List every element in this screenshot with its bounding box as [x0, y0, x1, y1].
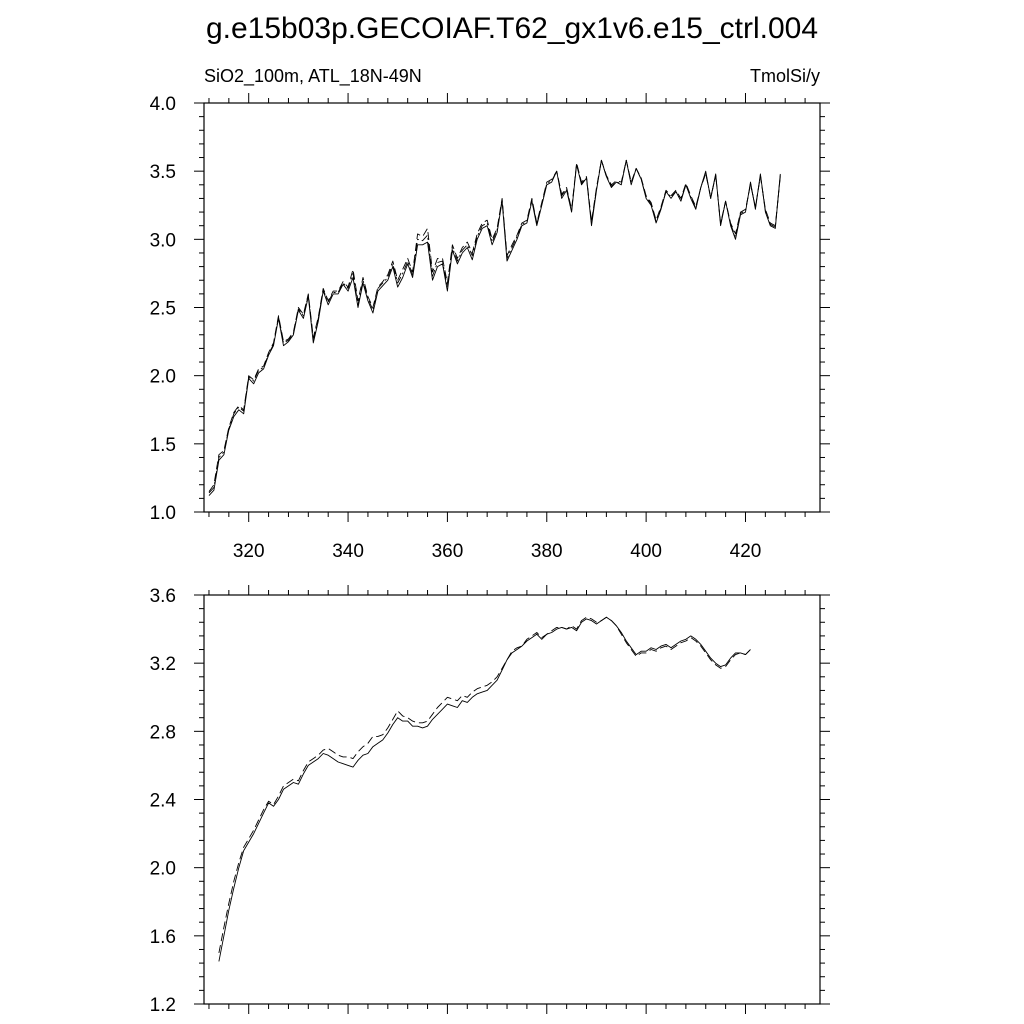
x-tick-label: 340	[332, 541, 364, 562]
y-tick-label: 3.6	[150, 586, 176, 607]
y-tick-label: 2.0	[150, 367, 176, 388]
y-tick-label: 2.8	[150, 722, 176, 743]
plot-frame	[203, 102, 821, 513]
variable-region-label: SiO2_100m, ATL_18N-49N	[204, 66, 422, 87]
figure-title: g.e15b03p.GECOIAF.T62_gx1v6.e15_ctrl.004	[206, 12, 818, 45]
x-tick-label: 400	[630, 541, 662, 562]
plot-frame	[203, 594, 821, 1005]
units-label: TmolSi/y	[750, 66, 820, 86]
y-tick-label: 3.0	[150, 230, 176, 251]
series-line-dashdot	[208, 159, 781, 494]
y-tick-label: 1.0	[150, 503, 176, 524]
y-tick-label: 1.5	[150, 435, 176, 456]
y-tick-label: 2.0	[150, 859, 176, 880]
y-tick-label: 3.5	[150, 162, 176, 183]
bottom-panel: 1.2 1.6 2.0 2.4 2.8 3.2 3.6	[150, 585, 830, 1016]
y-tick-label: 1.2	[150, 995, 176, 1016]
y-tick-label: 2.5	[150, 299, 176, 320]
y-tick-label: 2.4	[150, 791, 177, 812]
top-panel: 320 340 360 380 400 420 1.0 1.5 2.0 2.5 3.0 3.5 4.0	[150, 93, 830, 562]
x-tick-label: 420	[730, 541, 762, 562]
x-tick-label: 360	[432, 541, 464, 562]
y-tick-label: 3.2	[150, 654, 176, 675]
y-tick-label: 1.6	[150, 927, 176, 948]
x-tick-label: 320	[233, 541, 265, 562]
series-line-dashed	[218, 616, 751, 953]
x-tick-label: 380	[531, 541, 563, 562]
y-tick-label: 4.0	[150, 94, 176, 115]
series-line-solid	[218, 616, 751, 962]
